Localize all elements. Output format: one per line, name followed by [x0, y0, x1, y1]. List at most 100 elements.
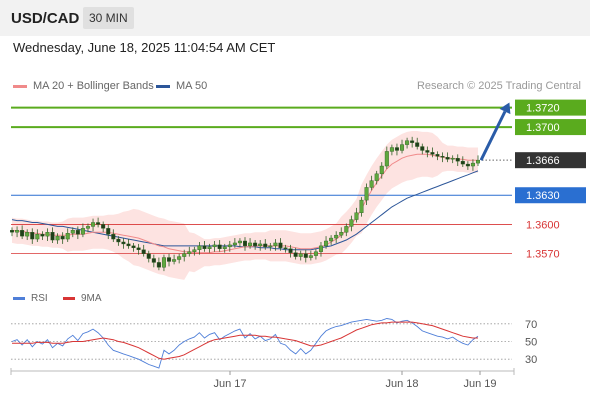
rsi-swatch [13, 296, 25, 300]
ma20-swatch [13, 84, 27, 88]
candle [45, 228, 50, 241]
candle [405, 137, 410, 149]
candle [268, 242, 273, 251]
rsi-line [11, 318, 479, 369]
level-label-1.3570: 1.3570 [526, 249, 560, 261]
candle [324, 236, 329, 249]
candle [455, 154, 460, 167]
top-bar: USD/CAD 30 MIN [0, 0, 590, 36]
candle [445, 152, 450, 163]
candle [60, 232, 65, 244]
candle [50, 227, 55, 243]
level-box-1.3720 [515, 99, 586, 116]
candle [187, 246, 192, 257]
bollinger-band [12, 131, 478, 280]
candle [379, 162, 384, 179]
candle [369, 175, 374, 191]
symbol-label: USD/CAD [11, 10, 80, 27]
candle [222, 243, 227, 253]
candle [167, 253, 172, 267]
forecast-arrow-shaft [479, 110, 507, 161]
candle [227, 241, 232, 252]
rsi-ma9-line [12, 321, 478, 360]
candle [476, 155, 481, 167]
candle [349, 215, 354, 232]
candle [202, 241, 207, 252]
candle [242, 237, 247, 251]
candle [80, 223, 85, 238]
candle [415, 137, 420, 150]
candle [172, 254, 177, 265]
candle [161, 254, 166, 272]
level-label-1.3720: 1.3720 [526, 103, 560, 115]
legend-ma20-label: MA 20 + Bollinger Bands [33, 80, 154, 92]
candle [308, 250, 313, 261]
rsi-tick-50: 50 [525, 337, 537, 349]
candle [329, 235, 334, 245]
candle [116, 236, 121, 246]
ma9-swatch [63, 296, 75, 300]
legend-9ma: 9MA [63, 293, 102, 304]
candle [359, 197, 364, 217]
level-label-1.3630: 1.3630 [526, 190, 560, 202]
candle [273, 239, 278, 251]
timeframe-button[interactable]: 30 MIN [83, 7, 134, 29]
candle [106, 224, 111, 240]
candle [192, 246, 197, 256]
candle [237, 238, 242, 247]
candle [410, 136, 415, 148]
candle [278, 238, 283, 251]
candle [55, 233, 60, 244]
candle [35, 229, 40, 242]
candle [101, 221, 106, 233]
candle [384, 146, 389, 169]
rsi-tick-30: 30 [525, 354, 537, 366]
candle [121, 238, 126, 249]
candle [146, 250, 151, 263]
candle [131, 242, 136, 252]
ma50-swatch [156, 84, 170, 88]
candle [70, 227, 75, 238]
candle [75, 226, 80, 240]
candle [374, 170, 379, 185]
level-box-1.3630 [515, 187, 586, 204]
candle [460, 156, 465, 167]
candle [156, 257, 161, 271]
candle [40, 231, 45, 241]
legend-rsi-label: RSI [31, 293, 48, 304]
candle [394, 143, 399, 156]
candle [334, 231, 339, 243]
legend-ma20: MA 20 + Bollinger Bands [13, 80, 154, 92]
candle [288, 244, 293, 258]
candle [470, 159, 475, 171]
forecast-arrow-head [499, 102, 511, 115]
candle [465, 161, 470, 170]
candle [364, 183, 369, 205]
candle [253, 240, 258, 250]
candle [420, 143, 425, 155]
candle [258, 240, 263, 251]
x-tick-label: Jun 19 [463, 378, 496, 390]
candle [25, 229, 30, 241]
candle [430, 147, 435, 158]
candle [263, 239, 268, 250]
candle [344, 223, 349, 237]
candle [248, 238, 253, 249]
candle [339, 227, 344, 239]
candle [126, 239, 131, 249]
candle [400, 139, 405, 154]
candle [182, 249, 187, 262]
candle [20, 225, 25, 240]
candle [303, 249, 308, 263]
candle [30, 228, 35, 244]
level-label-1.3600: 1.3600 [526, 219, 560, 231]
level-label-1.3700: 1.3700 [526, 122, 560, 134]
legend-9ma-label: 9MA [81, 293, 102, 304]
candle [111, 229, 116, 242]
candle [136, 243, 141, 255]
candle [96, 217, 101, 228]
candle [9, 227, 14, 237]
current-price-box [515, 152, 586, 169]
candle [207, 243, 212, 253]
